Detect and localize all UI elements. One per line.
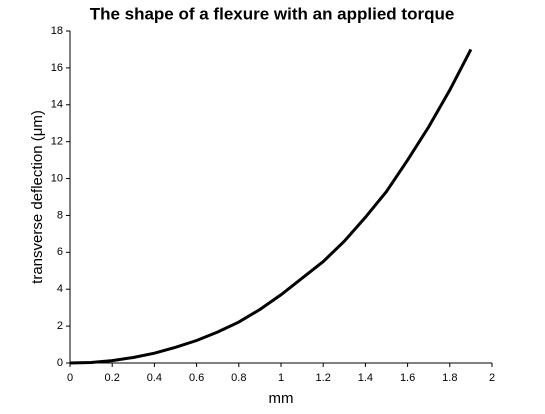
data-line [69, 48, 473, 365]
y-tick-label: 16 [51, 62, 63, 74]
x-axis-label: mm [269, 390, 294, 407]
y-tick-label: 8 [57, 209, 63, 221]
y-tick-label: 10 [51, 172, 63, 184]
y-tick-label: 0 [57, 357, 63, 369]
y-tick-label: 14 [51, 99, 63, 111]
x-tick-label: 0.4 [147, 372, 162, 384]
y-tick-label: 4 [57, 283, 63, 295]
x-tick-label: 0.8 [231, 372, 246, 384]
y-tick-label: 12 [51, 136, 63, 148]
x-tick-label: 1.2 [316, 372, 331, 384]
x-tick-label: 2 [489, 372, 495, 384]
x-tick-label: 1.4 [358, 372, 373, 384]
y-tick-label: 6 [57, 246, 63, 258]
x-tick-label: 1 [278, 372, 284, 384]
y-tick-label: 18 [51, 25, 63, 37]
x-tick-label: 0.2 [105, 372, 120, 384]
x-tick-label: 1.6 [400, 372, 415, 384]
chart-title: The shape of a flexure with an applied t… [90, 4, 455, 23]
x-tick-label: 0 [67, 372, 73, 384]
y-tick-label: 2 [57, 320, 63, 332]
x-tick-label: 0.6 [189, 372, 204, 384]
y-axis-label: transverse deflection (μm) [29, 110, 46, 284]
x-tick-label: 1.8 [442, 372, 457, 384]
